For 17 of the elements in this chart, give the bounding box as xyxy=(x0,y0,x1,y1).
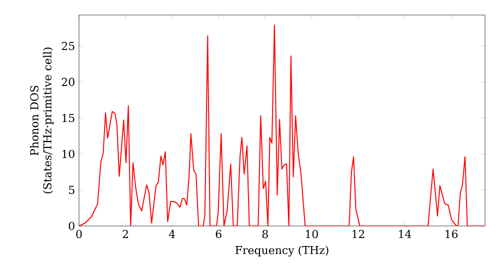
x-axis-title: Frequency (THz) xyxy=(235,246,328,257)
y-axis-title: Phonon DOS (States/THz·primitive cell) xyxy=(30,48,54,194)
x-tick-label: 6 xyxy=(216,230,222,238)
x-tick-label: 12 xyxy=(352,230,364,238)
y-tick-label: 10 xyxy=(62,150,74,158)
x-tick-label: 8 xyxy=(262,230,268,238)
x-tick-label: 2 xyxy=(122,230,128,238)
y-tick-label: 5 xyxy=(69,186,74,194)
y-tick-label: 25 xyxy=(62,42,74,50)
x-tick-label: 0 xyxy=(76,230,82,238)
x-tick-label: 10 xyxy=(306,230,318,238)
y-tick-label: 0 xyxy=(68,222,74,230)
y-tick-label: 20 xyxy=(62,78,74,86)
y-tick-label: 15 xyxy=(62,114,74,122)
x-tick-label: 14 xyxy=(399,230,412,238)
x-tick-label: 16 xyxy=(446,230,458,238)
x-tick-label: 4 xyxy=(168,230,176,238)
